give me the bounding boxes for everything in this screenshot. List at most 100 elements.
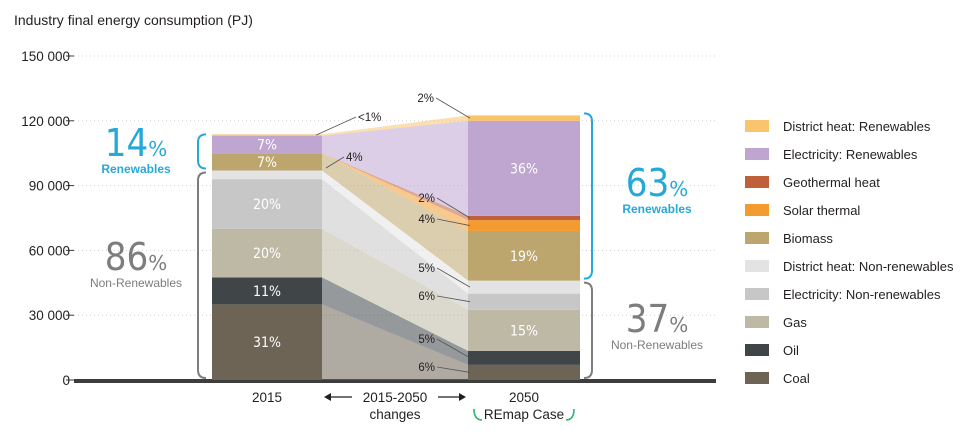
y-tick-label: 150 000 xyxy=(21,49,70,64)
flow-change-label: 4% xyxy=(346,152,363,164)
flow-band-district-heat-non-renewables xyxy=(322,170,468,294)
bar-segment-2015-district-heat-non-renewables xyxy=(212,170,322,180)
legend-label-solar-thermal: Solar thermal xyxy=(783,203,860,218)
flow-band-oil xyxy=(322,277,468,365)
segment-label-2015-gas: 20% xyxy=(253,246,281,262)
bar-segment-2050-oil xyxy=(468,350,580,365)
flow-band-gas xyxy=(322,228,468,351)
segment-label-2050-biomass: 19% xyxy=(510,249,538,265)
summary-2050-non-renewables-value: 37% xyxy=(626,297,689,341)
bars xyxy=(212,115,580,380)
legend-swatch-biomass xyxy=(745,232,769,244)
bracket-2050-non-renewables xyxy=(583,281,593,379)
legend-swatch-gas xyxy=(745,316,769,328)
flow-band-geothermal-heat xyxy=(322,153,468,221)
bar-segment-2050-coal xyxy=(468,364,580,380)
segment-label-2015-electricity-renewables: 7% xyxy=(257,138,277,154)
legend: District heat: Renewables Electricity: Re… xyxy=(745,119,954,386)
leader-line xyxy=(436,267,471,288)
group-brackets: 14%Renewables86%Non-Renewables63%Renewab… xyxy=(90,112,703,379)
flow-band-coal xyxy=(322,304,468,380)
summary-2050-non-renewables-label: Non-Renewables xyxy=(611,338,703,352)
x-axis-labels: 2015 2015-2050 changes 2050 REmap Case xyxy=(252,390,575,422)
legend-swatch-district-heat-renewables xyxy=(745,120,769,132)
leader-line xyxy=(315,116,357,136)
bar-segment-2050-gas xyxy=(468,309,580,351)
segment-label-2015-biomass: 7% xyxy=(257,155,277,171)
leader-line xyxy=(436,366,471,373)
legend-swatch-district-heat-non-renewables xyxy=(745,260,769,272)
legend-label-gas: Gas xyxy=(783,315,807,330)
y-tick-label: 0 xyxy=(62,373,70,388)
segment-labels: 31% 6% 11% 5% 20% 15% 20% 6% 5% 7% 19% 4% 2% 7% 36% <1%… xyxy=(253,93,538,374)
bar-segment-2015-coal xyxy=(212,304,322,380)
flow-band-electricity-non-renewables xyxy=(322,179,468,310)
bracket-2050-renewables xyxy=(583,112,593,280)
bar-segment-2050-biomass xyxy=(468,230,580,281)
legend-swatch-oil xyxy=(745,344,769,356)
arrow-right-head xyxy=(459,393,466,401)
y-tick-label: 90 000 xyxy=(29,179,70,194)
summary-2015-renewables-label: Renewables xyxy=(101,162,171,176)
flow-band-biomass xyxy=(322,153,468,281)
x-label-changes-sub: changes xyxy=(369,407,420,422)
leader-lines xyxy=(315,97,471,373)
leader-line xyxy=(436,295,471,303)
bar-segment-2050-solar-thermal xyxy=(468,220,580,231)
legend-label-electricity-renewables: Electricity: Renewables xyxy=(783,147,918,162)
legend-label-geothermal-heat: Geothermal heat xyxy=(783,175,880,190)
legend-label-coal: Coal xyxy=(783,371,810,386)
x-axis-baseline xyxy=(74,379,716,383)
segment-label-2050-gas: 15% xyxy=(510,323,538,339)
legend-label-electricity-non-renewables: Electricity: Non-renewables xyxy=(783,287,941,302)
legend-label-biomass: Biomass xyxy=(783,231,833,246)
legend-swatch-electricity-renewables xyxy=(745,148,769,160)
leader-line xyxy=(436,197,471,219)
x-label-2050: 2050 xyxy=(509,390,539,405)
segment-label-2015-coal: 31% xyxy=(253,335,281,351)
summary-2050-renewables-label: Renewables xyxy=(622,202,692,216)
flow-band-solar-thermal xyxy=(322,153,468,231)
x-label-remap: REmap Case xyxy=(484,407,564,422)
y-tick-label: 120 000 xyxy=(21,114,70,129)
segment-label-2015-electricity-non-renewables: 20% xyxy=(253,197,281,213)
bar-segment-2015-electricity-renewables xyxy=(212,135,322,154)
segment-label-2050-geothermal-heat: 2% xyxy=(418,193,435,205)
bar-segment-2015-district-heat-renewables xyxy=(212,134,322,136)
leader-line xyxy=(325,156,345,169)
y-axis-ticks: 150 000 120 000 90 000 60 000 30 000 0 xyxy=(21,49,74,388)
segment-label-2050-electricity-renewables: 36% xyxy=(510,161,538,177)
summary-2015-non-renewables-label: Non-Renewables xyxy=(90,276,182,290)
segment-label-2050-electricity-non-renewables: 6% xyxy=(418,291,435,303)
y-tick-label: 30 000 xyxy=(29,308,70,323)
leader-line xyxy=(435,97,471,119)
summary-2050-renewables-value: 63% xyxy=(626,161,689,205)
leader-line xyxy=(436,338,471,359)
bar-segment-2015-oil xyxy=(212,277,322,305)
legend-label-district-heat-non-renewables: District heat: Non-renewables xyxy=(783,259,954,274)
gridlines xyxy=(74,55,716,383)
legend-swatch-geothermal-heat xyxy=(745,176,769,188)
flow-band-district-heat-renewables xyxy=(322,115,468,136)
legend-swatch-coal xyxy=(745,372,769,384)
segment-label-2015-oil: 11% xyxy=(253,284,281,300)
flow-band-electricity-renewables xyxy=(322,120,468,216)
bracket-2015-renewables xyxy=(197,133,207,170)
segment-label-2015-district-heat-renewables: <1% xyxy=(358,112,381,124)
segment-label-2050-coal: 6% xyxy=(418,362,435,374)
chart-title: Industry final energy consumption (PJ) xyxy=(14,12,253,28)
segment-label-2050-solar-thermal: 4% xyxy=(418,214,435,226)
legend-label-oil: Oil xyxy=(783,343,799,358)
bar-segment-2050-geothermal-heat xyxy=(468,215,580,221)
x-label-changes: 2015-2050 xyxy=(363,390,428,405)
y-tick-label: 60 000 xyxy=(29,243,70,258)
segment-label-2050-district-heat-non-renewables: 5% xyxy=(418,263,435,275)
bar-segment-2015-biomass xyxy=(212,153,322,171)
legend-swatch-solar-thermal xyxy=(745,204,769,216)
segment-label-2050-oil: 5% xyxy=(418,334,435,346)
summary-2015-renewables-value: 14% xyxy=(105,121,168,165)
legend-swatch-electricity-non-renewables xyxy=(745,288,769,300)
legend-label-district-heat-renewables: District heat: Renewables xyxy=(783,119,931,134)
bar-segment-2015-gas xyxy=(212,228,322,278)
bar-segment-2050-electricity-renewables xyxy=(468,120,580,216)
